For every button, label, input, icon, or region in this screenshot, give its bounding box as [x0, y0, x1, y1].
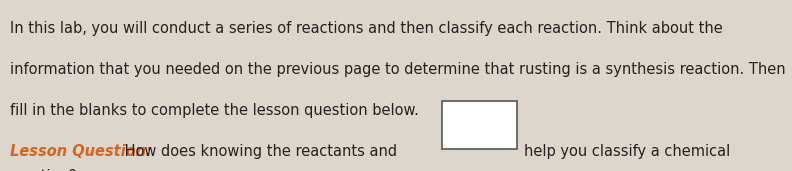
Text: How does knowing the reactants and: How does knowing the reactants and	[120, 144, 398, 159]
Text: reaction?: reaction?	[10, 169, 77, 171]
Text: Lesson Question:: Lesson Question:	[10, 144, 151, 159]
Text: In this lab, you will conduct a series of reactions and then classify each react: In this lab, you will conduct a series o…	[10, 21, 722, 36]
Text: information that you needed on the previous page to determine that rusting is a : information that you needed on the previ…	[10, 62, 785, 77]
FancyBboxPatch shape	[442, 101, 517, 149]
Text: fill in the blanks to complete the lesson question below.: fill in the blanks to complete the lesso…	[10, 103, 418, 118]
Text: help you classify a chemical: help you classify a chemical	[524, 144, 729, 159]
